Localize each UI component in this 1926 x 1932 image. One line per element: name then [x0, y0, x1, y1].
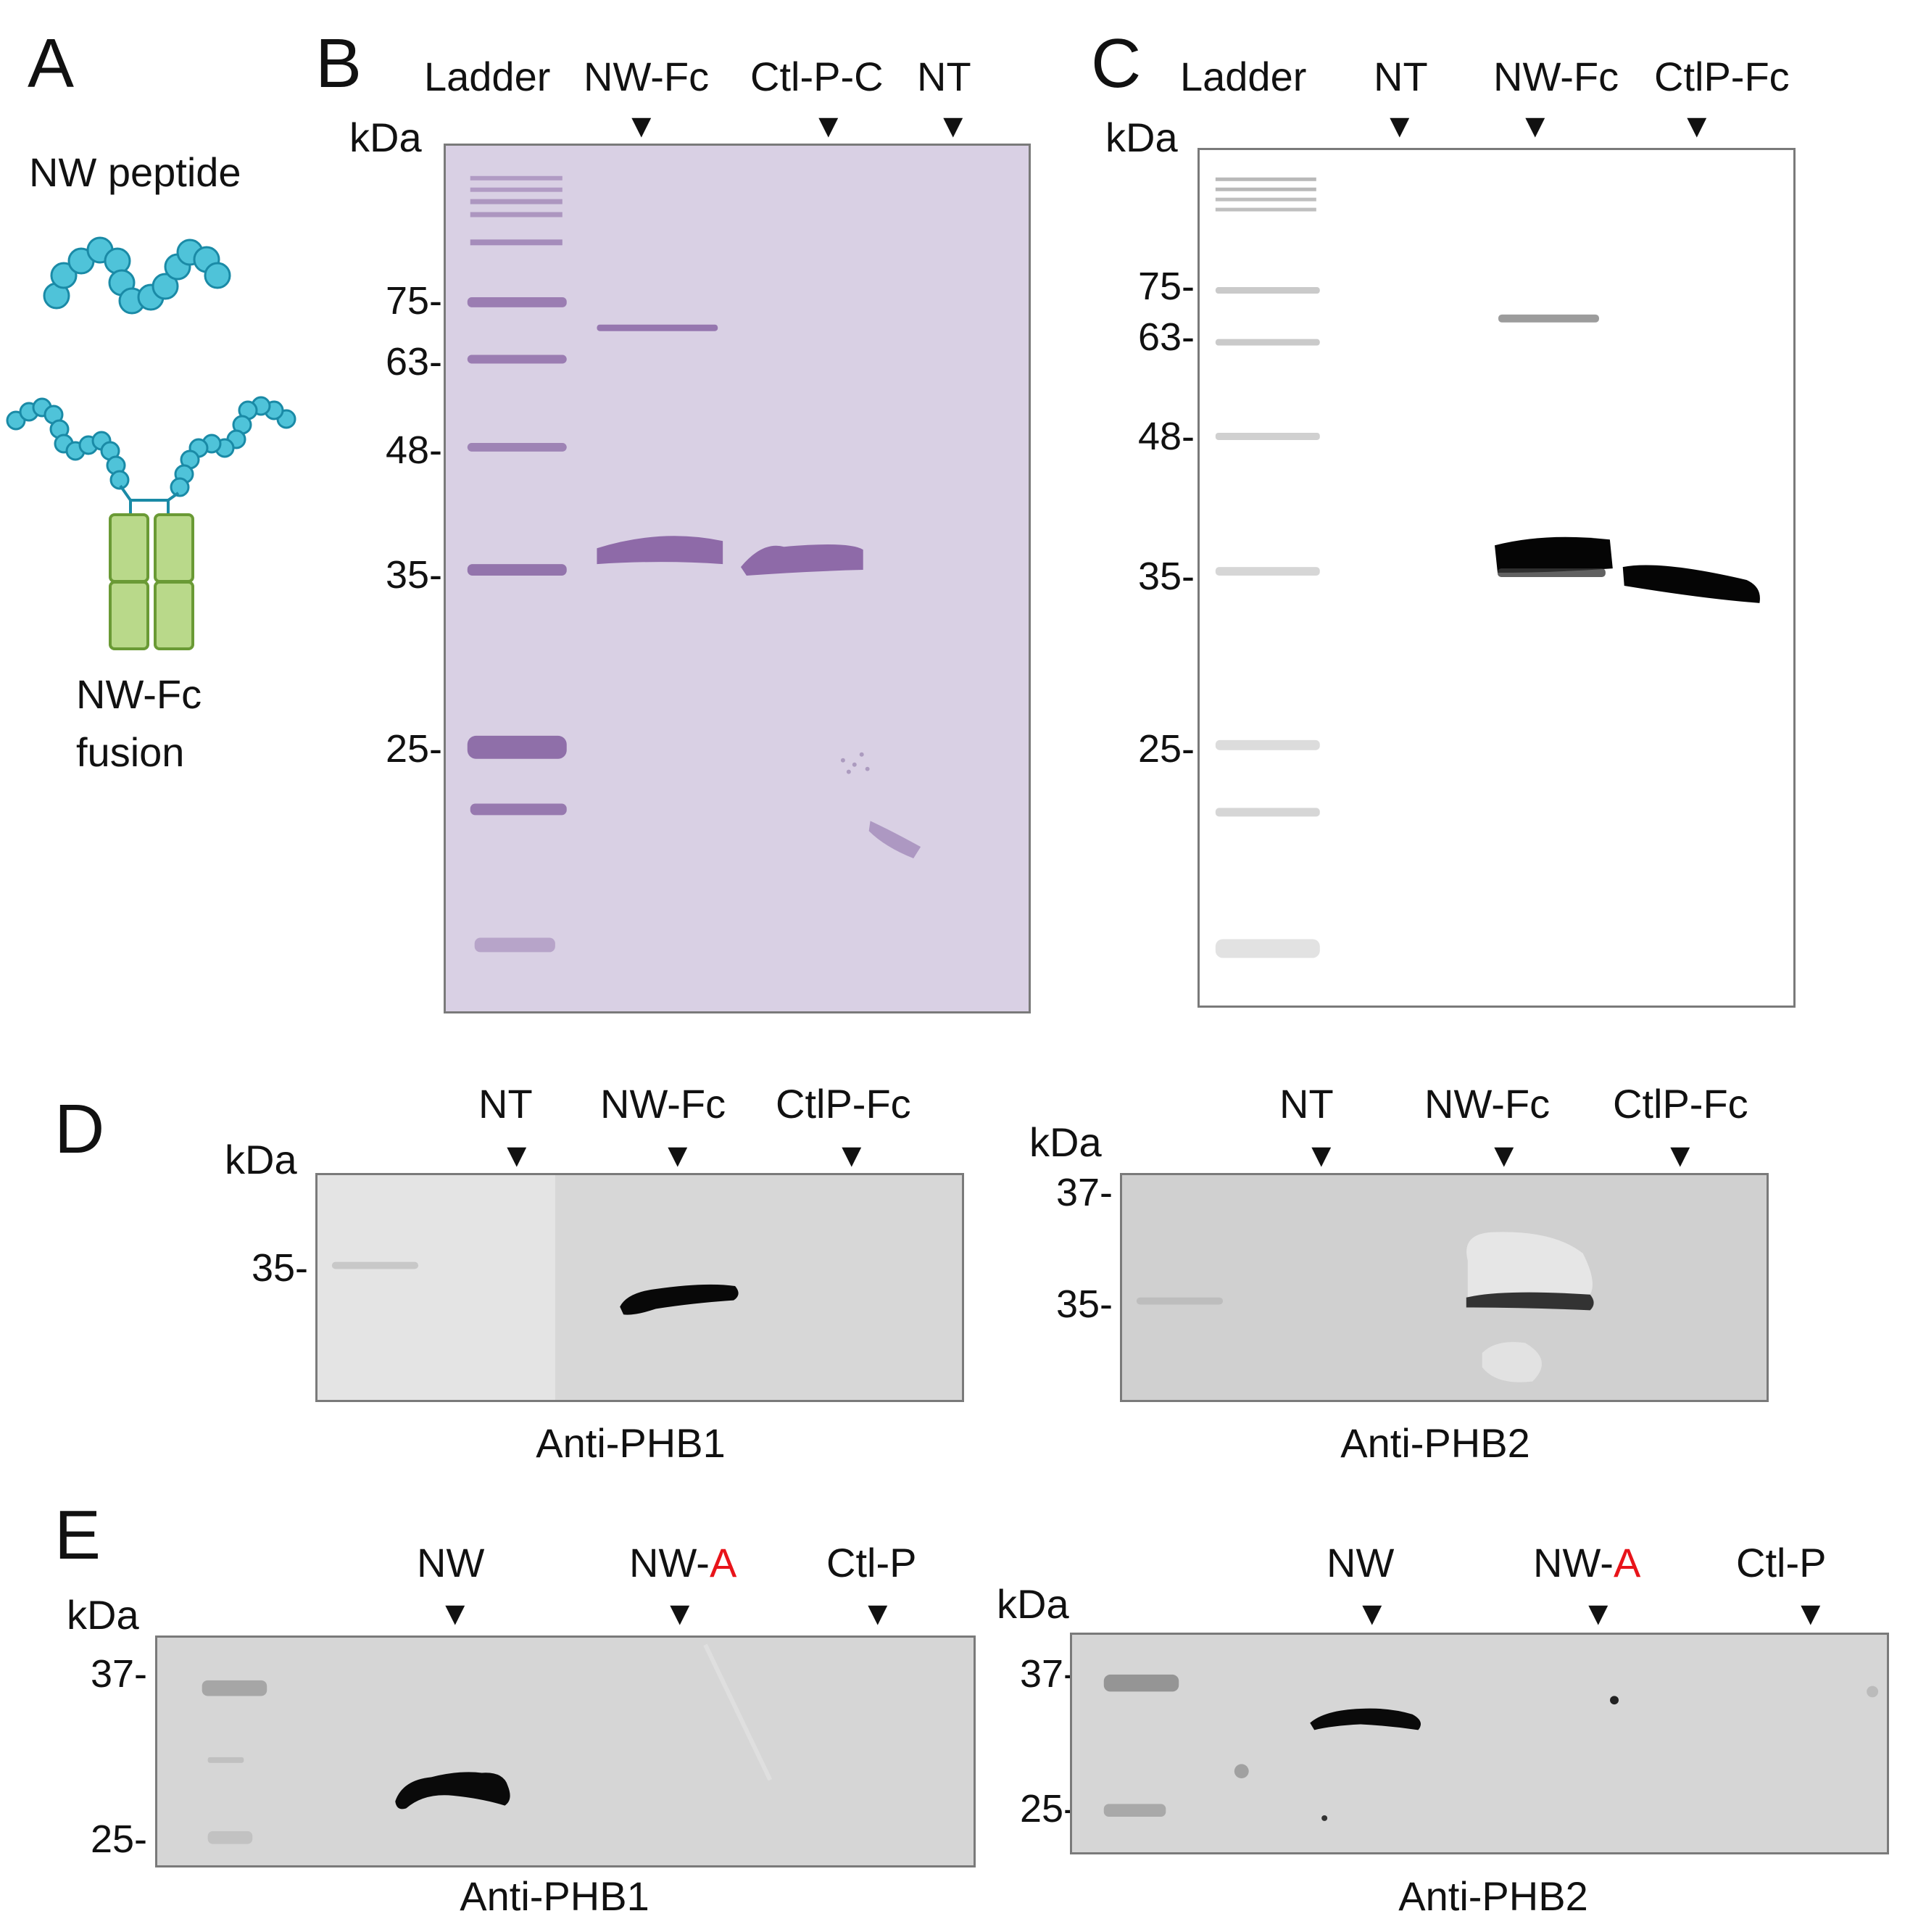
panel-d-phb2-band [1466, 1292, 1594, 1311]
panel-c-lane-nt: NT [1374, 54, 1428, 99]
panel-e-right-arrow-nw: ▼ [1356, 1594, 1389, 1632]
panel-b-tick-48: 48- [385, 428, 442, 472]
panel-b-ctl-band-35 [740, 544, 863, 576]
panel-c-nw-fc-band-35 [1495, 536, 1613, 573]
panel-e-right-lane-nw-a-suffix: A [1613, 1540, 1641, 1585]
panel-d-left-lane-nw-fc: NW-Fc [600, 1081, 726, 1127]
panel-e-left-lane-nw-a: NW-A [629, 1543, 736, 1583]
panel-b-tick-75: 75- [385, 279, 442, 323]
panel-b-lane-nw-fc: NW-Fc [584, 54, 710, 99]
panel-c-letter: C [1091, 25, 1142, 102]
panel-e-right-tick-37: 37- [1019, 1652, 1076, 1696]
panel-b-kda: kDa [349, 115, 422, 160]
panel-c-lane-nw-fc: NW-Fc [1493, 54, 1619, 99]
panel-d-anti-phb1-blot [315, 1173, 964, 1402]
panel-b-coomassie-gel [444, 144, 1031, 1013]
panel-e-anti-phb1-blot [155, 1635, 976, 1867]
panel-e-anti-phb2-blot [1070, 1633, 1889, 1854]
panel-d-right-kda: kDa [1029, 1119, 1102, 1165]
panel-a-letter: A [28, 25, 75, 102]
panel-d-right-lane-nw-fc: NW-Fc [1424, 1081, 1551, 1127]
panel-d-left-arrow-nw-fc: ▼ [661, 1136, 694, 1174]
panel-e-right-lane-nw-a-prefix: NW- [1533, 1540, 1614, 1585]
nw-fc-fusion-icon [6, 396, 296, 650]
panel-d-left-lane-ctlp-fc: CtlP-Fc [776, 1081, 911, 1127]
panel-d-letter: D [54, 1090, 105, 1168]
nw-peptide-label: NW peptide [29, 149, 241, 195]
panel-e-right-arrow-nw-a: ▼ [1582, 1594, 1615, 1632]
panel-e-left-kda: kDa [67, 1592, 139, 1638]
panel-e-right-lane-ctl-p: Ctl-P [1736, 1540, 1827, 1585]
panel-c-tick-35: 35- [1137, 555, 1195, 598]
panel-b-arrow-nt: ▼ [937, 107, 970, 144]
panel-e-right-kda: kDa [997, 1581, 1069, 1627]
panel-e-left-lane-nw-a-prefix: NW- [629, 1540, 710, 1585]
panel-e-right-arrow-ctl-p: ▼ [1794, 1594, 1827, 1632]
panel-b-ladder-bands [467, 175, 567, 953]
fusion-label-line2: fusion [76, 729, 185, 775]
panel-e-left-tick-25: 25- [90, 1817, 147, 1861]
panel-d-right-arrow-ctlp-fc: ▼ [1664, 1136, 1697, 1174]
panel-e-letter: E [54, 1496, 101, 1574]
panel-e-left-lane-ctl-p: Ctl-P [826, 1540, 917, 1585]
panel-d-left-caption: Anti-PHB1 [536, 1420, 726, 1466]
panel-d-left-lane-nt: NT [478, 1081, 533, 1127]
panel-d-right-lane-ctlp-fc: CtlP-Fc [1613, 1081, 1748, 1127]
panel-e-right-caption: Anti-PHB2 [1398, 1873, 1588, 1919]
panel-d-right-arrow-nw-fc: ▼ [1487, 1136, 1521, 1174]
panel-b-lane-ctl-p-c: Ctl-P-C [750, 54, 884, 99]
nw-peptide-and-fusion-diagram [6, 236, 296, 650]
panel-d-left-kda: kDa [225, 1137, 297, 1182]
panel-c-arrow-nt: ▼ [1383, 107, 1416, 144]
panel-b-letter: B [315, 25, 362, 102]
panel-c-western-blot [1197, 148, 1796, 1008]
panel-c-lane-ctlp-fc: CtlP-Fc [1654, 54, 1790, 99]
panel-b-arrow-nw-fc: ▼ [625, 107, 658, 144]
panel-d-left-arrow-ctlp-fc: ▼ [835, 1136, 868, 1174]
panel-e-left-lane-nw: NW [417, 1540, 485, 1585]
panel-b-lane-nt: NT [917, 54, 971, 99]
panel-c-arrow-nw-fc: ▼ [1519, 107, 1552, 144]
panel-c-kda: kDa [1105, 115, 1178, 160]
panel-b-nw-fc-band-63 [597, 324, 718, 331]
panel-d-phb1-band [620, 1284, 739, 1315]
panel-e-left-caption: Anti-PHB1 [460, 1873, 649, 1919]
panel-b-arrow-ctl: ▼ [812, 107, 845, 144]
panel-d-right-tick-37: 37- [1055, 1171, 1113, 1214]
panel-d-right-caption: Anti-PHB2 [1340, 1420, 1530, 1466]
panel-b-nw-fc-band-35 [597, 536, 723, 565]
nw-peptide-icon [43, 236, 231, 315]
panel-c-ctlp-fc-band-35 [1622, 565, 1760, 603]
panel-c-tick-48: 48- [1137, 415, 1195, 458]
panel-c-nw-fc-band-63 [1498, 314, 1599, 323]
panel-e-left-arrow-nw: ▼ [439, 1594, 472, 1632]
panel-d-right-tick-35: 35- [1055, 1282, 1113, 1326]
panel-c-tick-25: 25- [1137, 727, 1195, 771]
panel-b-tick-63: 63- [385, 340, 442, 384]
panel-e-left-arrow-nw-a: ▼ [663, 1594, 697, 1632]
panel-e-left-lane-nw-a-suffix: A [709, 1540, 737, 1585]
fusion-label-line1: NW-Fc [76, 671, 202, 717]
panel-e-left-arrow-ctl-p: ▼ [861, 1594, 894, 1632]
panel-c-lane-ladder: Ladder [1180, 54, 1307, 99]
panel-c-tick-75: 75- [1137, 265, 1195, 308]
panel-e-left-tick-37: 37- [90, 1652, 147, 1696]
panel-d-left-tick-35: 35- [251, 1246, 308, 1290]
panel-b-lane-ladder: Ladder [424, 54, 551, 99]
panel-c-ladder-bands [1215, 177, 1320, 958]
panel-e-right-lane-nw-a: NW-A [1533, 1543, 1640, 1583]
panel-b-tick-25: 25- [385, 727, 442, 771]
panel-e-right-lane-nw: NW [1327, 1540, 1395, 1585]
panel-d-left-arrow-nt: ▼ [500, 1136, 534, 1174]
panel-e-phb2-band [1310, 1708, 1421, 1730]
panel-d-right-arrow-nt: ▼ [1305, 1136, 1338, 1174]
panel-d-anti-phb2-blot [1120, 1173, 1769, 1402]
panel-c-tick-63: 63- [1137, 315, 1195, 359]
panel-d-right-lane-nt: NT [1279, 1081, 1334, 1127]
panel-e-phb1-band [395, 1772, 510, 1809]
panel-c-arrow-ctlp-fc: ▼ [1680, 107, 1714, 144]
panel-b-tick-35: 35- [385, 553, 442, 597]
panel-e-right-tick-25: 25- [1019, 1787, 1076, 1831]
